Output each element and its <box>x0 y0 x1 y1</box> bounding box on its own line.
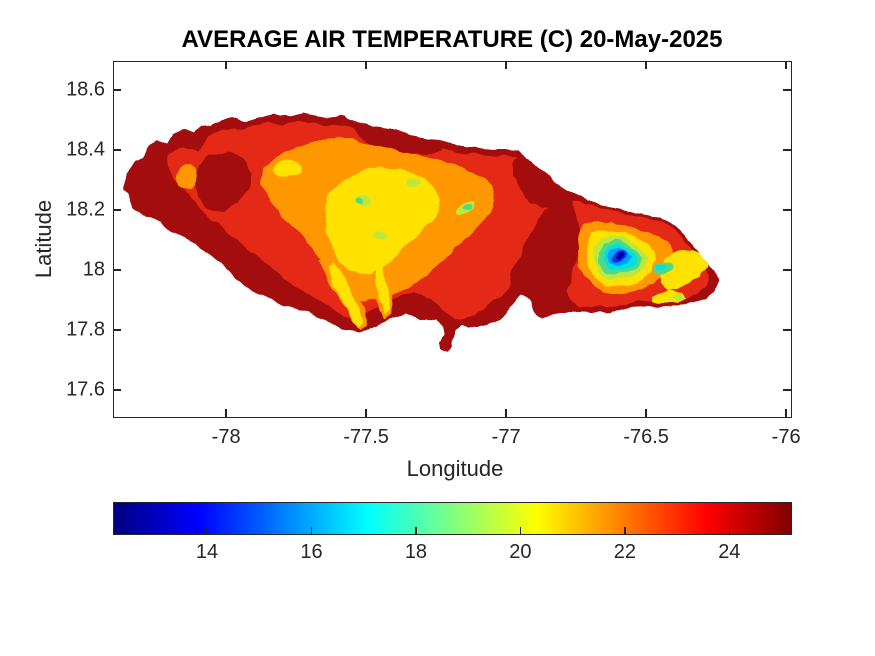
y-tick-mark <box>113 149 121 151</box>
map-yellow-sw-streak1 <box>327 263 363 327</box>
x-tick-label: -76 <box>771 426 801 448</box>
map-ygreen-speck4 <box>375 231 387 239</box>
y-tick-mark <box>782 149 791 151</box>
colorbar-tick-label: 22 <box>613 541 636 563</box>
y-tick-label: 17.6 <box>66 378 105 401</box>
map-darkred-nw-inland <box>195 151 251 211</box>
map-green-speck2 <box>462 205 472 211</box>
x-tick-mark <box>225 61 227 69</box>
y-tick-mark <box>782 209 791 211</box>
map-green-speck1 <box>355 199 363 205</box>
map-darkred-north-cap <box>351 119 443 155</box>
map-darkblue-core <box>615 252 627 260</box>
map-ygreen-speck5 <box>672 295 686 301</box>
x-tick-mark <box>785 61 787 69</box>
colorbar-tick-label: 14 <box>195 541 219 563</box>
map-yellow-sw-streak2 <box>375 267 390 315</box>
map-yellow-central <box>325 167 441 275</box>
y-tick-mark <box>782 269 791 271</box>
jamaica-temperature-map <box>123 113 720 352</box>
colorbar-tick-mark <box>728 527 731 534</box>
x-tick-mark <box>365 408 367 417</box>
y-tick-mark <box>782 89 791 91</box>
x-tick-mark <box>225 408 227 417</box>
y-tick-mark <box>113 269 121 271</box>
map-yellow-nw-spot <box>275 161 303 177</box>
x-tick-label: -76.5 <box>623 426 669 448</box>
colorbar-tick-mark <box>206 527 208 534</box>
map-cyan-second-spot <box>657 265 667 271</box>
map-yellow-east-streak <box>661 249 709 291</box>
chart-title: AVERAGE AIR TEMPERATURE (C) 20-May-2025 <box>181 26 723 53</box>
y-tick-mark <box>782 389 791 391</box>
y-tick-label: 18.4 <box>66 138 105 161</box>
x-tick-mark <box>645 408 647 417</box>
y-tick-mark <box>113 209 121 211</box>
y-tick-label: 18.2 <box>66 198 105 221</box>
colorbar-tick-label: 20 <box>509 541 532 563</box>
x-tick-label: -78 <box>211 426 241 448</box>
x-tick-mark <box>505 408 507 417</box>
colorbar-tick-mark <box>519 527 522 534</box>
map-orange-nw-spot <box>176 164 198 190</box>
x-tick-label: -77.5 <box>343 426 389 448</box>
y-tick-label: 18.6 <box>66 78 105 101</box>
colorbar-tick-label: 16 <box>300 541 323 563</box>
x-tick-mark <box>785 408 787 417</box>
colorbar-tick-mark <box>310 527 313 534</box>
colorbar-tick-mark <box>624 527 626 534</box>
y-tick-mark <box>113 89 121 91</box>
x-tick-mark <box>505 61 507 69</box>
y-tick-mark <box>782 329 791 331</box>
colorbar-tick-label: 24 <box>718 541 741 563</box>
y-tick-mark <box>113 389 121 391</box>
y-tick-mark <box>113 329 121 331</box>
colorbar <box>113 502 792 535</box>
y-tick-label: 17.8 <box>66 318 105 341</box>
x-tick-mark <box>365 61 367 69</box>
x-axis-label: Longitude <box>406 456 504 481</box>
map-darkred-northeast-blob <box>513 156 561 209</box>
y-tick-label: 18 <box>82 258 105 281</box>
x-tick-mark <box>645 61 647 69</box>
map-ygreen-speck3 <box>406 179 420 187</box>
x-tick-label: -77 <box>491 426 521 448</box>
colorbar-tick-mark <box>415 527 417 534</box>
colorbar-tick-label: 18 <box>404 541 428 563</box>
